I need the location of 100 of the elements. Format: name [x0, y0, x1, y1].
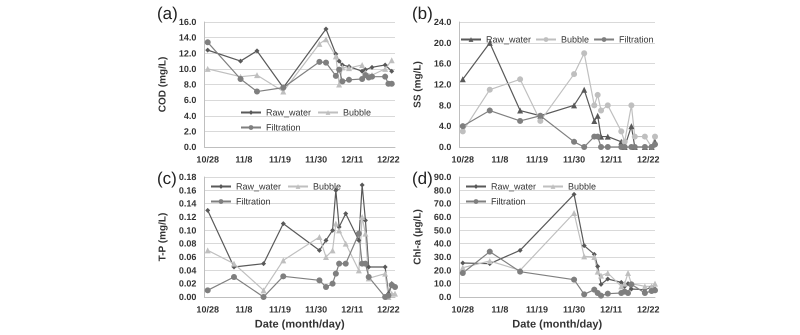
legend-label: Raw_water: [486, 34, 532, 44]
x-tick-label: 10/28: [196, 304, 219, 314]
y-tick-label: 10.0: [434, 278, 452, 289]
point: [594, 268, 601, 275]
point: [486, 86, 493, 93]
y-tick-label: 0.04: [178, 265, 196, 276]
point: [628, 102, 634, 108]
point: [204, 287, 211, 294]
point: [359, 76, 366, 82]
point: [280, 273, 286, 280]
point: [622, 138, 628, 145]
point: [572, 192, 577, 197]
point: [389, 68, 394, 74]
point: [618, 280, 624, 285]
y-tick-label: 2.0: [184, 126, 196, 136]
point: [604, 102, 611, 108]
y-axis-title: COD (mg/L): [158, 56, 168, 112]
x-tick-label: 12/11: [341, 154, 364, 164]
point: [260, 287, 267, 294]
point: [392, 290, 398, 297]
y-tick-label: 8.0: [184, 80, 196, 90]
point: [581, 253, 588, 260]
point: [230, 274, 237, 280]
y-tick-label: 80.0: [434, 185, 452, 196]
point: [598, 108, 604, 114]
chart-title: (b): [412, 4, 433, 23]
y-axis-title: T-P (mg/L): [158, 212, 168, 262]
point: [330, 228, 336, 233]
y-tick-label: 16.0: [178, 17, 196, 27]
legend-label: Filtration: [266, 122, 301, 132]
y-tick-label: 12.0: [434, 80, 452, 90]
point: [359, 214, 366, 220]
point: [642, 134, 648, 140]
legend-label: Bubble: [568, 182, 596, 192]
point: [605, 276, 610, 282]
point: [280, 257, 286, 264]
point: [618, 283, 624, 290]
y-axis-title: Chl-a (μg/L): [412, 209, 424, 265]
y-tick-label: 12.0: [178, 48, 196, 58]
point: [388, 57, 395, 64]
point: [366, 264, 372, 270]
point: [625, 290, 632, 296]
y-tick-label: 30.0: [434, 252, 452, 262]
point: [332, 220, 339, 227]
y-tick-label: 4.0: [184, 110, 196, 121]
y-tick-label: 16.0: [434, 58, 452, 69]
point: [517, 76, 524, 82]
point: [280, 221, 286, 226]
point: [460, 128, 466, 134]
y-tick-label: 0.14: [178, 198, 196, 209]
point: [581, 86, 588, 93]
point: [316, 58, 322, 65]
x-tick-label: 11/8: [491, 304, 508, 314]
y-tick-label: 0.06: [178, 252, 196, 262]
x-tick-label: 11/8: [235, 154, 252, 164]
point: [460, 76, 466, 82]
x-tick-label: 10/28: [452, 304, 474, 314]
point: [330, 280, 336, 287]
y-tick-label: 90.0: [434, 172, 452, 182]
y-tick-label: 60.0: [434, 212, 452, 222]
y-tick-label: 20.0: [434, 38, 452, 48]
point: [336, 227, 342, 234]
point: [254, 72, 260, 78]
y-tick-label: 6.0: [184, 95, 196, 106]
point: [604, 270, 611, 276]
x-tick-label: 11/30: [305, 304, 328, 314]
point: [628, 286, 634, 292]
y-tick-label: 10.0: [178, 64, 196, 74]
point: [517, 108, 524, 114]
legend-label: Raw_water: [236, 182, 282, 192]
point: [322, 254, 329, 260]
x-tick-label: 11/30: [305, 154, 328, 164]
point: [323, 26, 328, 32]
y-tick-label: 20.0: [434, 265, 452, 276]
point: [316, 277, 322, 284]
point: [336, 260, 342, 267]
y-tick-label: 0.02: [178, 278, 196, 289]
point: [594, 92, 601, 98]
legend-label: Bubble: [561, 34, 590, 44]
point: [346, 76, 352, 83]
point: [339, 78, 346, 84]
point: [323, 238, 328, 243]
x-tick-label: 11/19: [268, 154, 292, 164]
point: [342, 260, 349, 267]
x-tick-label: 11/30: [563, 154, 586, 164]
x-tick-label: 12/11: [600, 304, 622, 314]
point: [582, 243, 587, 248]
legend-label: Filtration: [619, 34, 654, 44]
point: [204, 66, 211, 72]
point: [332, 53, 339, 60]
point: [581, 50, 588, 56]
point: [382, 270, 388, 277]
chart-title: (d): [412, 169, 433, 188]
x-tick-label: 11/19: [268, 304, 292, 314]
point: [460, 260, 466, 266]
point: [254, 88, 260, 95]
x-tick-label: 12/11: [341, 304, 364, 314]
y-tick-label: 50.0: [434, 225, 452, 236]
y-tick-label: 40.0: [434, 238, 452, 249]
point: [254, 48, 260, 54]
